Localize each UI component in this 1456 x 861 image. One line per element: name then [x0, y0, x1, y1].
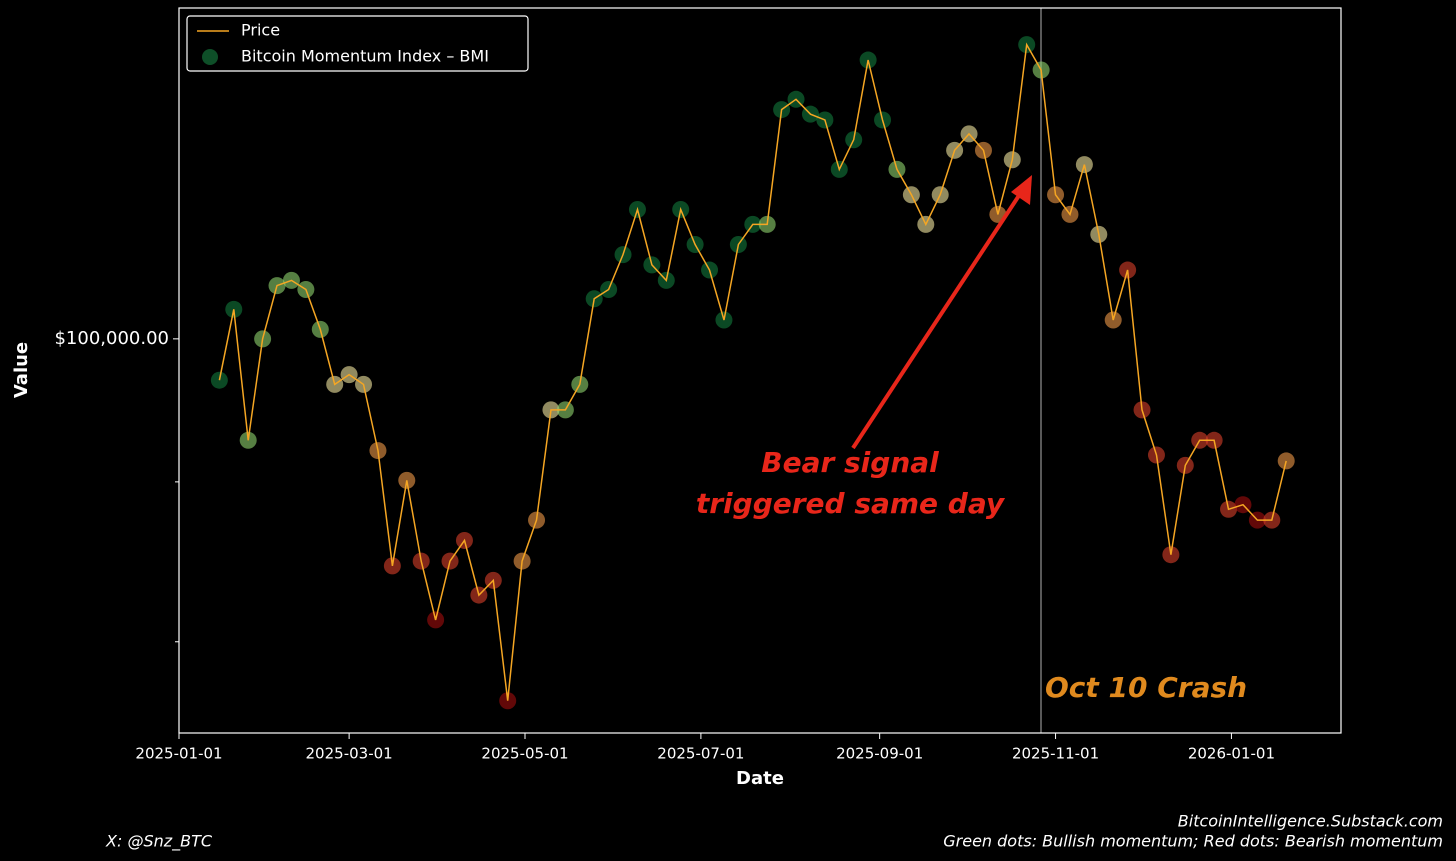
- arrow-shaft: [851, 192, 1022, 450]
- momentum-dot: [210, 371, 228, 389]
- legend-marker: [202, 49, 218, 65]
- x-tick-label: 2025-01-01: [135, 745, 222, 763]
- footer-left: X: @Snz_BTC: [105, 832, 213, 852]
- legend-box: [186, 15, 529, 72]
- annotation-line: triggered same day: [696, 487, 1006, 520]
- legend-label: Price: [241, 21, 280, 40]
- x-tick-label: 2025-09-01: [836, 745, 923, 763]
- x-tick-label: 2025-05-01: [481, 745, 568, 763]
- plot-frame: [178, 7, 1342, 734]
- x-tick-label: 2026-01-01: [1188, 745, 1275, 763]
- x-tick-label: 2025-03-01: [306, 745, 393, 763]
- arrow-head: [1011, 175, 1032, 205]
- legend-label: Bitcoin Momentum Index – BMI: [241, 47, 489, 66]
- y-axis-label: Value: [11, 342, 32, 398]
- x-tick-label: 2025-11-01: [1012, 745, 1099, 763]
- x-tick-label: 2025-07-01: [657, 745, 744, 763]
- x-axis-label: Date: [736, 768, 784, 789]
- price-line: [218, 42, 1287, 701]
- footer-right: Green dots: Bullish momentum; Red dots: …: [943, 832, 1443, 851]
- marks: [210, 36, 1295, 710]
- footer-right: BitcoinIntelligence.Substack.com: [1178, 812, 1443, 831]
- crash-label: Oct 10 Crash: [1045, 671, 1247, 704]
- annotation-line: Bear signal: [761, 446, 939, 479]
- y-tick-label: $100,000.00: [54, 328, 169, 349]
